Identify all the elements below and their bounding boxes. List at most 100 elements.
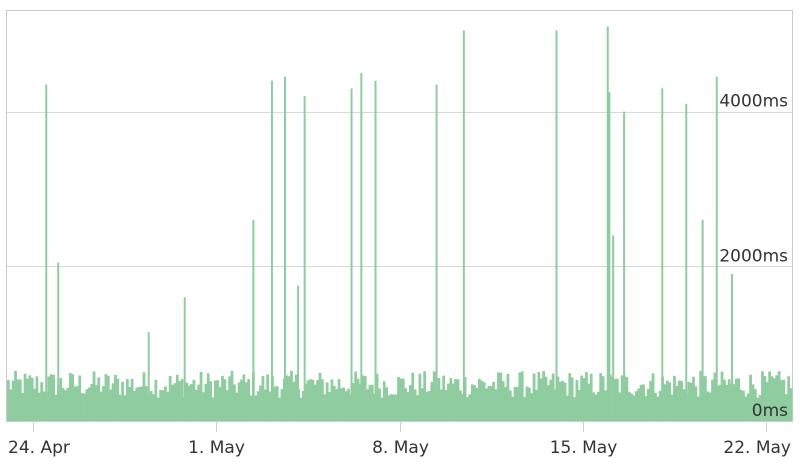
baseline-bar: [506, 373, 510, 421]
baseline-bar: [175, 374, 179, 421]
baseline-bar: [370, 384, 374, 421]
spike-bar: [303, 96, 306, 421]
spike-bar: [374, 80, 377, 422]
baseline-bar: [420, 388, 424, 421]
baseline-bar: [604, 390, 607, 421]
baseline-bar: [723, 379, 726, 421]
baseline-bar: [292, 381, 296, 421]
baseline-bar: [399, 378, 403, 421]
baseline-bar: [109, 389, 113, 421]
baseline-bar: [404, 388, 408, 421]
baseline-bar: [639, 384, 643, 421]
baseline-bar: [563, 382, 567, 421]
baseline-bar: [454, 378, 457, 421]
baseline-bar: [92, 371, 96, 421]
spike-bar: [462, 30, 465, 422]
baseline-bar: [125, 379, 129, 421]
baseline-bar: [635, 391, 638, 421]
baseline-bar: [654, 392, 657, 421]
baseline-bar: [601, 376, 605, 421]
spike-bar: [183, 297, 186, 421]
baseline-bar: [592, 392, 595, 421]
baseline-bar: [784, 394, 788, 421]
baseline-bar: [475, 387, 479, 421]
baseline-bar: [649, 380, 653, 421]
baseline-bar: [670, 394, 674, 421]
baseline-bar: [580, 375, 584, 421]
y-tick-label: 0ms: [752, 401, 788, 421]
baseline-bar: [368, 384, 372, 421]
baseline-bar: [615, 378, 619, 421]
baseline-bar: [268, 391, 272, 421]
baseline-bar: [261, 376, 265, 421]
baseline-bar: [135, 387, 139, 421]
baseline-bar: [40, 382, 44, 421]
baseline-bar: [328, 392, 331, 421]
baseline-bar: [556, 376, 560, 421]
baseline-bar: [499, 372, 503, 421]
baseline-bar: [133, 390, 136, 421]
baseline-bar: [85, 389, 89, 421]
baseline-bar: [587, 383, 591, 421]
baseline-bar: [206, 373, 210, 421]
baseline-bar: [442, 375, 446, 421]
baseline-bar: [118, 394, 122, 421]
baseline-bar: [321, 379, 324, 421]
baseline-bar: [392, 394, 396, 421]
baseline-bar: [630, 393, 634, 421]
spike-bar: [57, 262, 60, 421]
spike-bar: [350, 88, 353, 422]
baseline-bar: [668, 382, 672, 421]
baseline-bar: [128, 386, 132, 421]
baseline-bar: [187, 385, 191, 421]
spike-bar: [270, 80, 273, 422]
baseline-bar: [532, 373, 536, 421]
baseline-bar: [33, 388, 36, 421]
baseline-bar: [114, 374, 117, 421]
baseline-bar: [313, 384, 317, 421]
spike-bar: [252, 219, 255, 421]
baseline-bar: [68, 372, 72, 421]
baseline-bar: [570, 377, 574, 421]
baseline-bar: [259, 385, 262, 421]
baseline-bar: [480, 380, 484, 421]
baseline-bar: [64, 390, 67, 421]
baseline-bar: [54, 394, 58, 421]
baseline-bar: [428, 391, 431, 421]
baseline-bar: [380, 397, 384, 421]
baseline-bar: [75, 386, 79, 421]
baseline-bar: [83, 393, 86, 421]
baseline-bar: [280, 389, 284, 421]
baseline-bar: [501, 381, 505, 421]
baseline-bar: [530, 393, 534, 421]
baseline-bar: [656, 396, 660, 421]
baseline-bar: [140, 386, 143, 421]
baseline-bar: [211, 397, 215, 421]
baseline-bar: [216, 380, 220, 421]
baseline-bar: [344, 391, 348, 421]
baseline-bar: [689, 382, 693, 421]
baseline-bar: [323, 394, 327, 421]
baseline-bar: [11, 380, 15, 421]
baseline-bar: [765, 381, 769, 421]
baseline-bar: [549, 379, 553, 421]
baseline-bar: [561, 380, 565, 421]
baseline-bar: [725, 384, 729, 421]
baseline-bar: [758, 395, 762, 421]
baseline-bar: [290, 370, 293, 421]
baseline-bar: [546, 385, 550, 421]
baseline-bar: [235, 392, 239, 421]
baseline-bar: [304, 383, 308, 421]
baseline-bar: [142, 372, 146, 421]
baseline-bar: [275, 386, 279, 421]
baseline-bar: [718, 384, 722, 421]
baseline-bar: [318, 372, 322, 421]
baseline-bar: [87, 387, 91, 421]
baseline-bar: [194, 389, 198, 421]
baseline-bar: [466, 396, 469, 421]
baseline-bar: [394, 394, 398, 421]
baseline-bar: [447, 383, 450, 421]
baseline-bar: [254, 395, 258, 421]
baseline-bar: [156, 397, 160, 421]
baseline-bar: [473, 385, 477, 421]
